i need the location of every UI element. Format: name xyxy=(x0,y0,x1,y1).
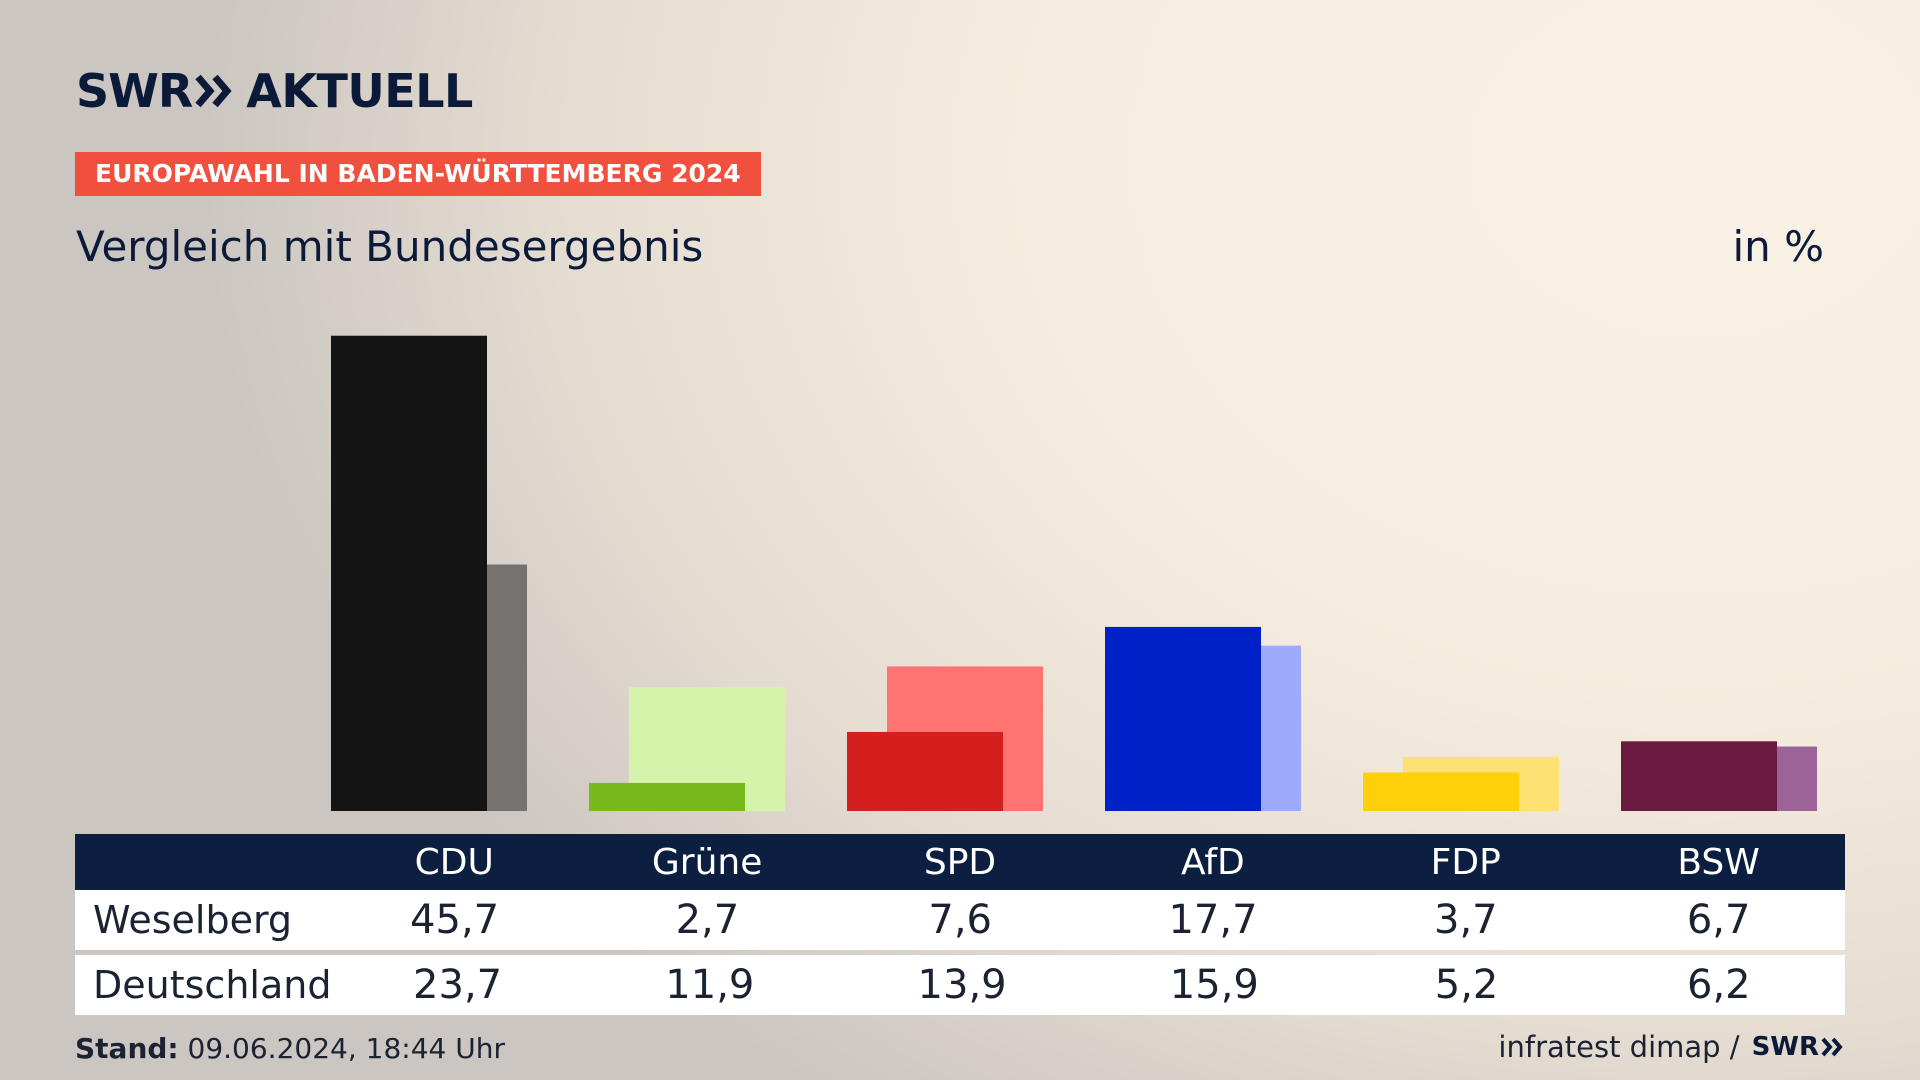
logo-swr-text: SWR xyxy=(76,64,193,118)
row-label-deutschland: Deutschland xyxy=(93,963,332,1007)
election-badge: EUROPAWAHL IN BADEN-WÜRTTEMBERG 2024 xyxy=(75,152,761,196)
bar-weselberg-gruene xyxy=(589,782,745,811)
value-weselberg-spd: 7,6 xyxy=(928,897,993,943)
footer-swr-logo: SWR xyxy=(1751,1032,1819,1062)
swr-aktuell-logo: SWR AKTUELL xyxy=(76,64,473,118)
unit-label: in % xyxy=(1732,222,1824,271)
value-weselberg-gruene: 2,7 xyxy=(675,897,740,943)
value-weselberg-fdp: 3,7 xyxy=(1434,897,1498,943)
table-row-weselberg: Weselberg 45,7 2,7 7,6 17,7 3,7 6,7 xyxy=(75,890,1845,950)
results-table: CDU Grüne SPD AfD FDP BSW Weselberg 45,7… xyxy=(75,834,1845,1015)
value-deutschland-bsw: 6,2 xyxy=(1687,962,1751,1008)
row-label-weselberg: Weselberg xyxy=(93,898,293,942)
value-deutschland-afd: 15,9 xyxy=(1169,962,1259,1008)
source-text: infratest dimap / xyxy=(1498,1030,1740,1064)
bar-weselberg-bsw xyxy=(1621,741,1777,811)
footer-double-chevron-icon xyxy=(1821,1037,1843,1057)
bar-weselberg-fdp xyxy=(1363,772,1519,811)
party-header-bsw: BSW xyxy=(1677,841,1760,883)
party-header-afd: AfD xyxy=(1180,841,1245,883)
stand-label: Stand: xyxy=(75,1032,179,1065)
bar-weselberg-afd xyxy=(1105,626,1261,811)
logo-aktuell-text: AKTUELL xyxy=(246,64,473,118)
party-header-cdu: CDU xyxy=(414,841,494,883)
value-deutschland-cdu: 23,7 xyxy=(413,962,503,1008)
value-weselberg-cdu: 45,7 xyxy=(410,897,500,943)
bar-weselberg-cdu xyxy=(331,335,487,811)
value-deutschland-spd: 13,9 xyxy=(917,962,1007,1008)
table-header-row: CDU Grüne SPD AfD FDP BSW xyxy=(75,834,1845,890)
timestamp: Stand: 09.06.2024, 18:44 Uhr xyxy=(75,1032,505,1065)
value-deutschland-fdp: 5,2 xyxy=(1434,962,1499,1008)
bar-weselberg-spd xyxy=(847,731,1003,811)
source-credit: infratest dimap / SWR xyxy=(1498,1030,1844,1064)
stand-value: 09.06.2024, 18:44 Uhr xyxy=(178,1032,505,1065)
party-header-gruene: Grüne xyxy=(651,841,763,883)
double-chevron-icon xyxy=(195,74,232,108)
party-header-spd: SPD xyxy=(923,841,997,883)
chart-subtitle: Vergleich mit Bundesergebnis xyxy=(76,222,704,271)
value-weselberg-afd: 17,7 xyxy=(1168,897,1258,943)
value-deutschland-gruene: 11,9 xyxy=(665,962,755,1008)
value-weselberg-bsw: 6,7 xyxy=(1686,897,1751,943)
table-row-deutschland: Deutschland 23,7 11,9 13,9 15,9 5,2 6,2 xyxy=(75,955,1845,1015)
party-header-fdp: FDP xyxy=(1430,841,1501,883)
